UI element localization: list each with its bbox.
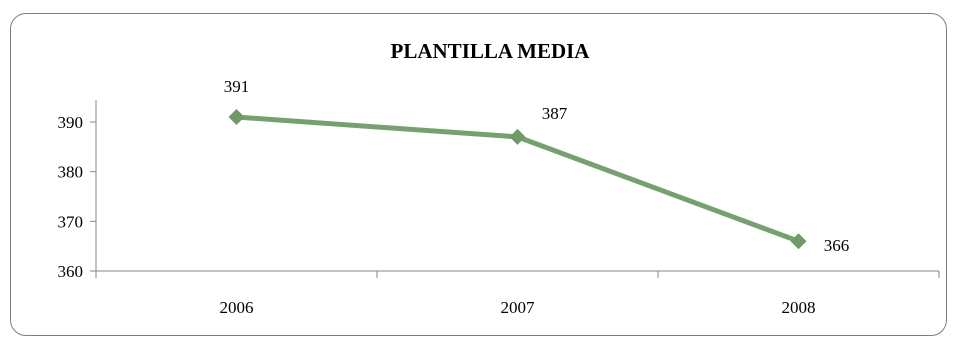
data-labels: 391 387 366 [224, 77, 850, 255]
x-tick-label: 2006 [220, 298, 254, 317]
x-tick-label: 2008 [782, 298, 816, 317]
chart-title: PLANTILLA MEDIA [391, 39, 591, 63]
data-point-marker [790, 233, 807, 250]
y-tick-label: 390 [58, 113, 84, 132]
data-label: 387 [542, 104, 568, 123]
x-tick-label: 2007 [501, 298, 536, 317]
x-axis-ticks: 2006 2007 2008 [95, 271, 940, 317]
y-axis-ticks: 360 370 380 390 [58, 113, 96, 281]
data-point-marker [509, 128, 526, 145]
data-label: 391 [224, 77, 250, 96]
y-tick-label: 370 [58, 212, 84, 231]
series [228, 109, 807, 250]
data-label: 366 [824, 236, 850, 255]
chart-frame [10, 13, 947, 336]
y-tick-label: 380 [58, 163, 84, 182]
data-point-marker [228, 109, 245, 126]
axes [95, 100, 939, 272]
y-tick-label: 360 [58, 262, 84, 281]
